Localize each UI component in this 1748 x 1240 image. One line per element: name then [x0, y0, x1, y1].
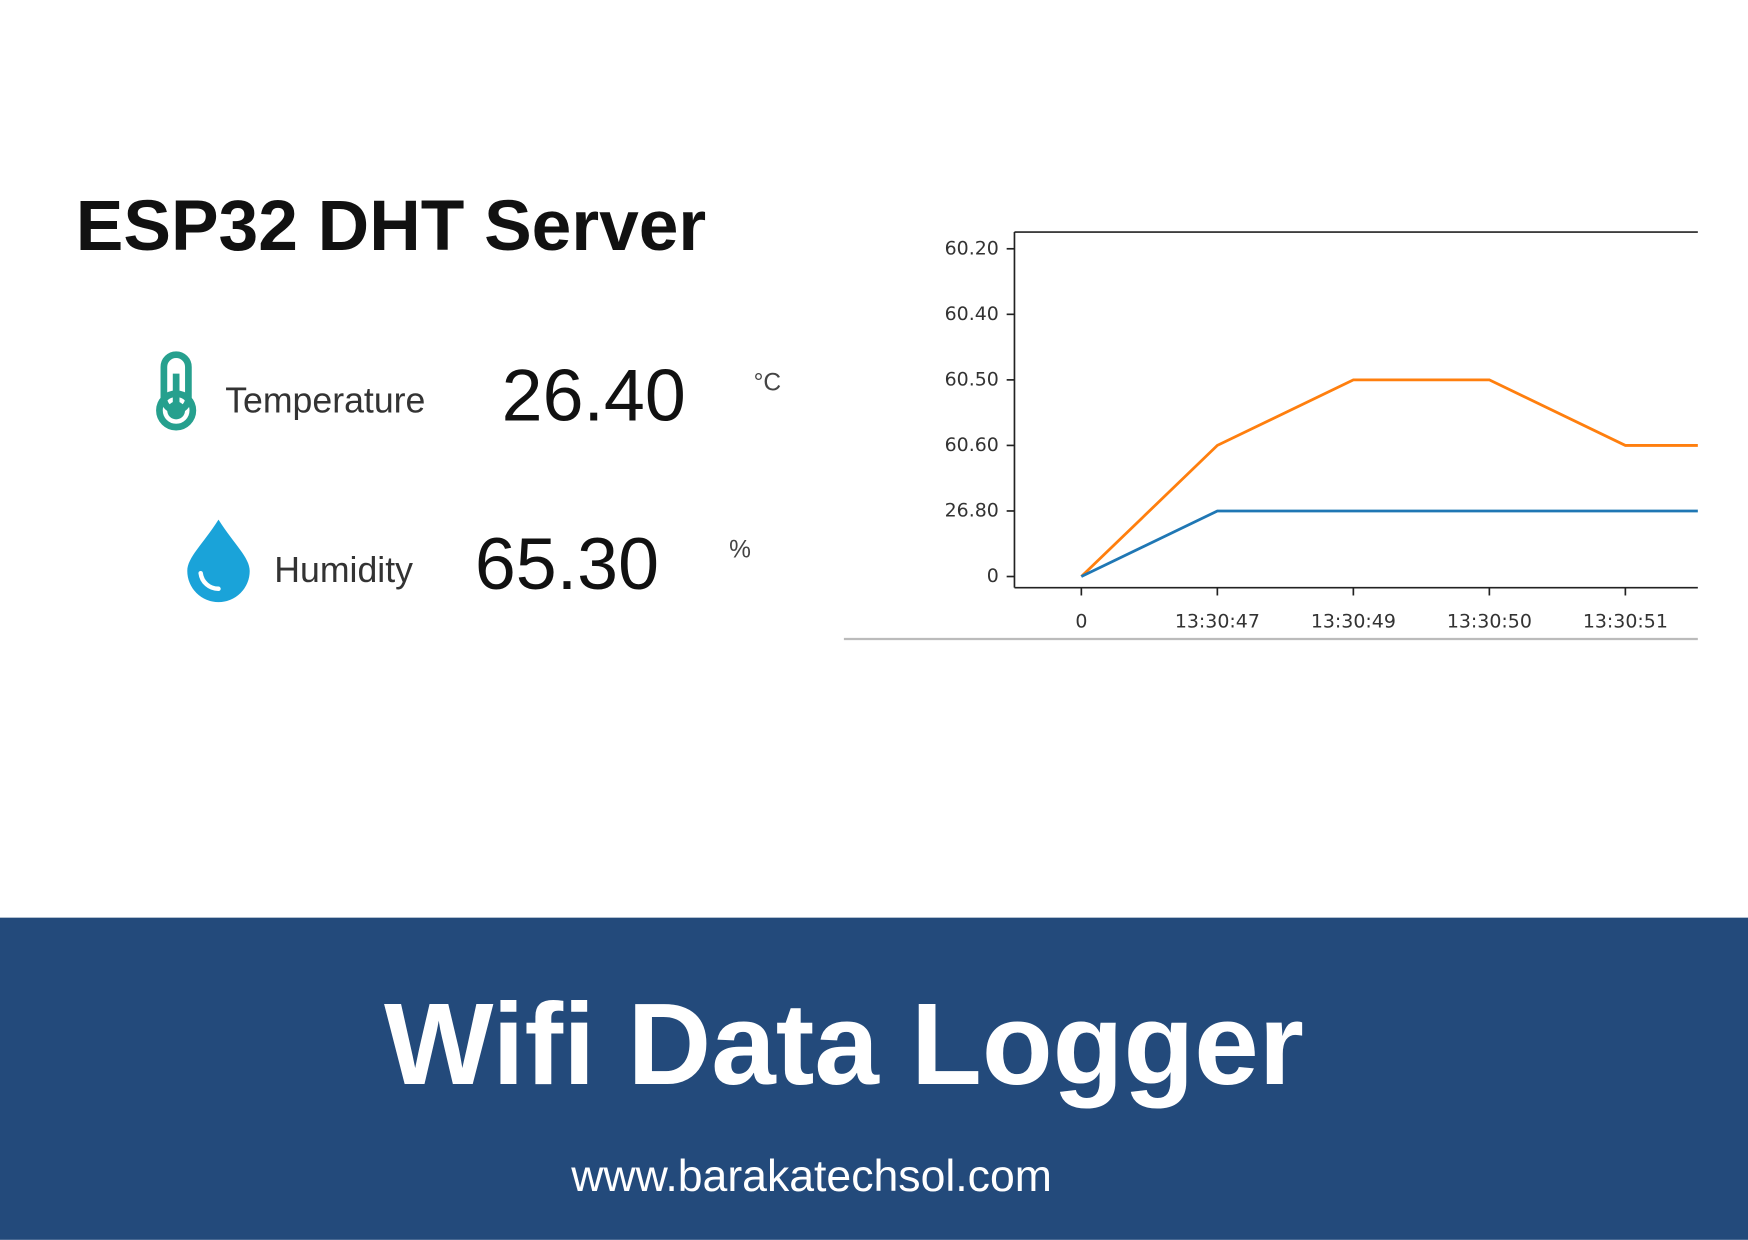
x-tick-label: 13:30:49 [1311, 611, 1396, 633]
x-tick-label: 13:30:51 [1583, 611, 1668, 633]
droplet-icon [187, 519, 250, 603]
humidity-unit: % [729, 537, 751, 564]
y-tick-label: 60.60 [945, 434, 999, 456]
x-tick-label: 13:30:50 [1447, 611, 1532, 633]
chart-frame [1013, 231, 1698, 589]
x-tick-label: 13:30:47 [1175, 611, 1260, 633]
plot-area [1080, 378, 1698, 578]
banner [0, 917, 1748, 1240]
y-tick-label: 60.40 [945, 303, 999, 325]
series-line [1080, 378, 1698, 578]
banner-title: Wifi Data Logger [384, 979, 1304, 1109]
temperature-label: Temperature [225, 381, 425, 421]
humidity-label: Humidity [274, 550, 413, 590]
banner-url: www.barakatechsol.com [570, 1152, 1052, 1201]
y-tick-label: 0 [987, 565, 999, 587]
thermometer-icon [156, 351, 197, 431]
temperature-value: 26.40 [502, 353, 686, 436]
y-tick-label: 60.20 [945, 237, 999, 259]
humidity-value: 65.30 [475, 522, 659, 605]
series-line [1080, 509, 1698, 578]
server-title: ESP32 DHT Server [76, 186, 706, 266]
y-tick-label: 26.80 [945, 499, 999, 521]
y-tick-label: 60.50 [945, 368, 999, 390]
x-tick-label: 0 [1075, 611, 1087, 633]
temperature-unit: °C [754, 369, 782, 396]
